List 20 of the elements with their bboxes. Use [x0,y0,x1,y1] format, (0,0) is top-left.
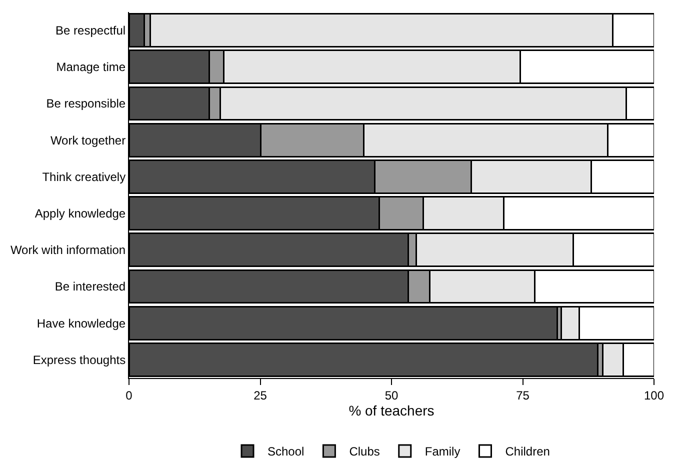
y-tick-label: Express thoughts [32,352,126,367]
legend-label: Children [505,444,550,459]
legend-label: School [268,444,304,459]
y-tick-label: Work together [50,133,126,148]
y-tick-label: Manage time [56,60,126,74]
x-tick-label: 100 [644,388,664,402]
y-tick-label: Be responsible [46,96,126,111]
x-tick-label: 50 [384,388,398,402]
legend-label: Clubs [349,444,380,459]
x-tick-label: 75 [516,388,530,402]
x-axis-title: % of teachers [348,402,434,419]
y-tick-label: Have knowledge [36,316,126,330]
y-tick-label: Be interested [54,280,126,294]
y-tick-label: Think creatively [42,170,126,184]
y-tick-label: Apply knowledge [34,206,126,220]
y-tick-label: Be respectful [56,24,126,38]
x-tick-label: 0 [126,388,133,402]
legend-label: Family [424,444,460,459]
x-tick-label: 25 [254,388,268,402]
y-tick-label: Work with information [10,243,126,258]
